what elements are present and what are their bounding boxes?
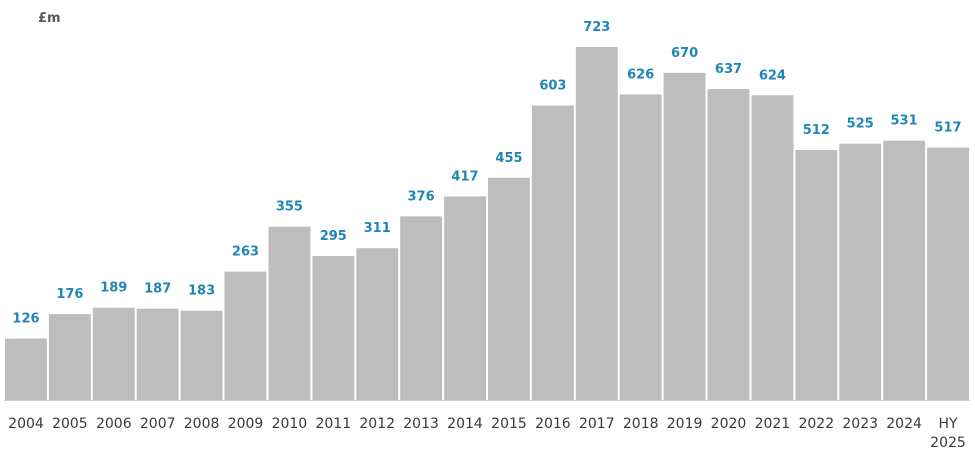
data-label-2024: 531	[891, 114, 918, 129]
tick-label-2022: 2022	[798, 416, 834, 432]
tick-label-2014: 2014	[447, 416, 483, 432]
tick-label-2017: 2017	[579, 416, 615, 432]
bar-2020	[707, 89, 750, 400]
data-label-2020: 637	[715, 62, 742, 77]
bar-2008	[180, 310, 223, 400]
bar-2022	[795, 150, 838, 400]
bar-2009	[224, 271, 267, 400]
data-label-2021: 624	[759, 68, 786, 83]
tick-label-2011: 2011	[315, 416, 351, 432]
tick-label-2020: 2020	[711, 416, 747, 432]
tick-label-2005: 2005	[52, 416, 88, 432]
data-label-2017: 723	[583, 20, 610, 35]
tick-label-2009: 2009	[228, 416, 264, 432]
tick-label-2013: 2013	[403, 416, 439, 432]
bar-2004	[5, 338, 47, 400]
tick-label-2024: 2024	[886, 416, 922, 432]
data-label-2009: 263	[232, 245, 259, 260]
data-label-2016: 603	[539, 79, 566, 94]
bar-2011	[312, 256, 355, 400]
tick-label-hy-2025: HY 2025	[930, 416, 966, 451]
bar-2017	[575, 47, 618, 400]
data-labels-group: 126 176 189 187 183 263 355 295 311 376 417 455 603 7…	[12, 20, 961, 327]
data-label-2011: 295	[320, 229, 347, 244]
tick-label-2010: 2010	[272, 416, 308, 432]
bar-2021	[751, 95, 794, 401]
data-label-2019: 670	[671, 46, 698, 61]
bar-2018	[619, 94, 662, 401]
tick-label-2004: 2004	[8, 416, 44, 432]
bar-hy-2025	[927, 147, 969, 400]
data-label-2005: 176	[56, 287, 83, 302]
bar-2010	[268, 226, 311, 400]
data-label-2008: 183	[188, 284, 215, 299]
bar-2014	[444, 196, 486, 400]
data-label-2022: 512	[803, 123, 830, 138]
tick-label-2019: 2019	[667, 416, 703, 432]
data-label-2018: 626	[627, 67, 654, 82]
x-axis-tick-labels: 2004 2005 2006 2007 2008 2009 2010 2011 2012 2013…	[8, 416, 966, 451]
bar-2023	[839, 143, 882, 400]
bar-2006	[92, 307, 135, 400]
tick-label-2012: 2012	[359, 416, 395, 432]
tick-label-2018: 2018	[623, 416, 659, 432]
tick-label-2016: 2016	[535, 416, 571, 432]
tick-label-2023: 2023	[842, 416, 878, 432]
bar-2024	[883, 140, 926, 400]
data-label-2010: 355	[276, 200, 303, 215]
data-label-2006: 189	[100, 281, 127, 296]
data-label-2007: 187	[144, 282, 171, 297]
bar-2007	[136, 308, 179, 400]
data-label-2015: 455	[495, 151, 522, 166]
tick-label-2008: 2008	[184, 416, 220, 432]
tick-label-2021: 2021	[755, 416, 791, 432]
bar-2019	[663, 72, 706, 401]
tick-label-2015: 2015	[491, 416, 527, 432]
tick-label-2006: 2006	[96, 416, 132, 432]
data-label-hy-2025: 517	[934, 121, 961, 136]
bars-group	[4, 47, 970, 401]
data-label-2023: 525	[847, 117, 874, 132]
bar-2005	[48, 314, 91, 400]
data-label-2013: 376	[408, 189, 435, 204]
y-axis-unit-label: £m	[38, 11, 61, 26]
tick-label-2007: 2007	[140, 416, 176, 432]
data-label-2014: 417	[451, 169, 478, 184]
bar-2013	[400, 216, 443, 400]
data-label-2004: 126	[12, 312, 39, 327]
bar-2015	[488, 177, 530, 400]
data-label-2012: 311	[364, 221, 391, 236]
bar-2016	[531, 105, 574, 400]
bar-2012	[356, 248, 399, 400]
